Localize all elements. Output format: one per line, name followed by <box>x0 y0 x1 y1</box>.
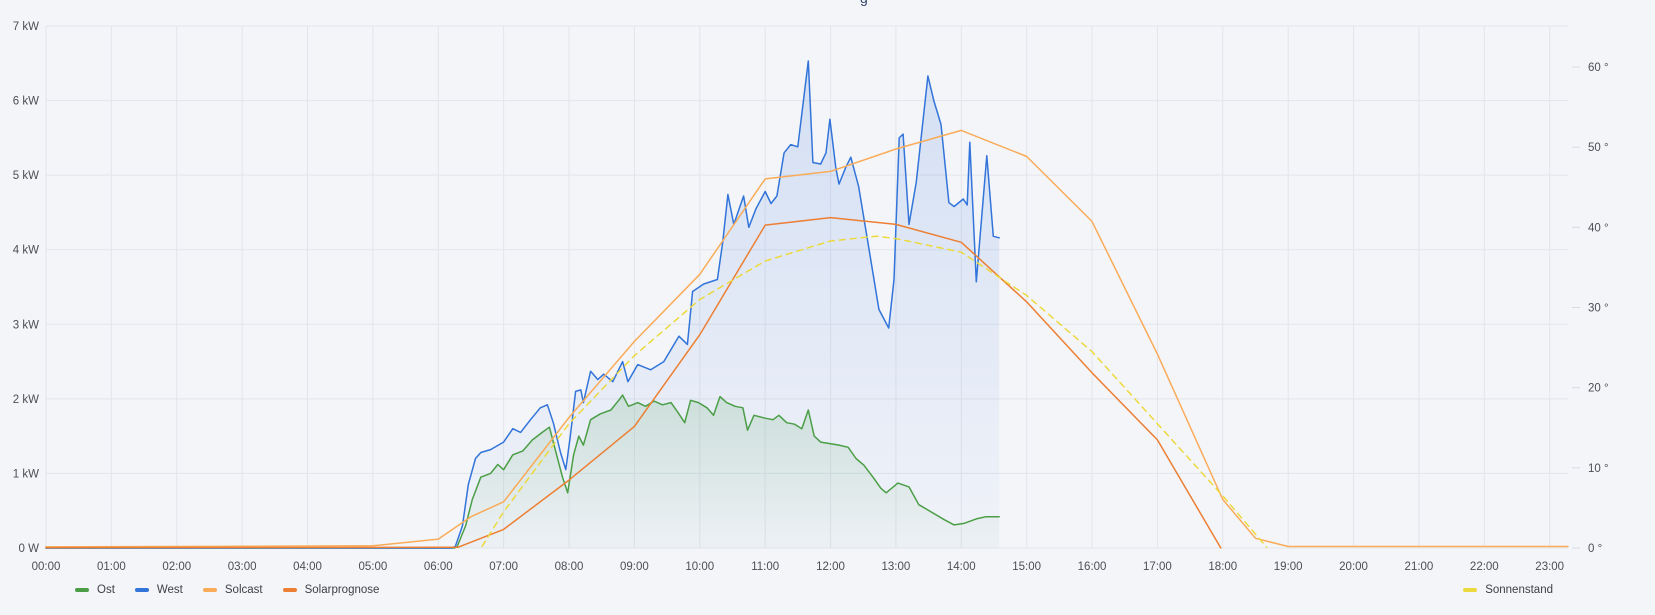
x-tick-label: 13:00 <box>882 561 911 573</box>
y-right-tick-label: 40 ° <box>1588 222 1609 234</box>
x-tick-label: 11:00 <box>751 561 779 573</box>
x-tick-label: 07:00 <box>489 561 518 573</box>
legend-label: Solcast <box>224 584 263 596</box>
legend-swatch-solcast <box>202 588 217 592</box>
legend-label: Ost <box>97 584 115 596</box>
y-left-tick-label: 4 kW <box>13 245 39 257</box>
legend-item-solcast[interactable]: Solcast <box>202 583 263 597</box>
y-right-tick-label: 0 ° <box>1588 543 1602 555</box>
legend-swatch-ost <box>75 588 89 592</box>
legend-item-west[interactable]: West <box>134 583 183 597</box>
y-right-tick-label: 60 ° <box>1588 62 1609 74</box>
x-tick-label: 12:00 <box>816 561 845 573</box>
panel-title-clipped: g <box>800 0 940 7</box>
x-tick-label: 03:00 <box>228 561 257 573</box>
legend-group-left: Ost West Solcast Solarprognose <box>75 583 399 597</box>
y-right-tick-label: 10 ° <box>1588 463 1609 475</box>
x-tick-label: 10:00 <box>685 561 714 573</box>
x-tick-label: 20:00 <box>1339 561 1368 573</box>
x-tick-label: 15:00 <box>1012 561 1041 573</box>
legend-label: Sonnenstand <box>1485 584 1553 596</box>
x-tick-label: 06:00 <box>424 561 453 573</box>
x-tick-label: 17:00 <box>1143 561 1172 573</box>
x-tick-label: 00:00 <box>32 561 61 573</box>
chart-legend: Ost West Solcast Solarprognose Sonnenstand <box>0 578 1655 602</box>
legend-item-ost[interactable]: Ost <box>75 583 115 597</box>
legend-swatch-west <box>134 588 149 592</box>
legend-label: Solarprognose <box>304 584 380 596</box>
x-tick-label: 16:00 <box>1078 561 1107 573</box>
legend-item-solarprognose[interactable]: Solarprognose <box>282 583 380 597</box>
x-tick-label: 09:00 <box>620 561 649 573</box>
y-left-tick-label: 1 kW <box>13 468 39 480</box>
x-tick-label: 23:00 <box>1535 561 1564 573</box>
x-tick-label: 02:00 <box>162 561 191 573</box>
y-right-tick-label: 50 ° <box>1588 142 1609 154</box>
series-line-ost <box>45 394 1000 549</box>
x-tick-label: 01:00 <box>97 561 126 573</box>
legend-group-right: Sonnenstand <box>1463 583 1553 597</box>
x-tick-label: 22:00 <box>1470 561 1499 573</box>
y-left-tick-label: 2 kW <box>13 394 39 406</box>
x-tick-label: 05:00 <box>358 561 387 573</box>
series-line-solarprognose <box>45 216 1222 549</box>
legend-swatch-sonnenstand <box>1463 588 1478 592</box>
legend-label: West <box>156 584 183 596</box>
series-line-west <box>45 60 1000 549</box>
y-left-tick-label: 7 kW <box>13 21 39 33</box>
y-left-tick-label: 3 kW <box>13 319 39 331</box>
y-left-tick-label: 6 kW <box>13 96 39 108</box>
y-left-tick-label: 0 W <box>19 543 40 555</box>
y-right-tick-label: 20 ° <box>1588 383 1609 395</box>
legend-swatch-solarprognose <box>282 588 297 592</box>
x-tick-label: 21:00 <box>1405 561 1434 573</box>
x-tick-label: 18:00 <box>1208 561 1237 573</box>
panel-title-fragment: g <box>860 0 868 6</box>
legend-item-sonnenstand[interactable]: Sonnenstand <box>1463 583 1553 597</box>
x-tick-label: 04:00 <box>293 561 322 573</box>
series-area-west <box>46 61 1000 548</box>
series-line-sonnenstand <box>481 235 1268 548</box>
y-right-tick-label: 30 ° <box>1588 303 1609 315</box>
series-line-solcast <box>45 129 1569 548</box>
x-tick-label: 08:00 <box>555 561 584 573</box>
y-left-tick-label: 5 kW <box>13 170 39 182</box>
x-tick-label: 14:00 <box>947 561 976 573</box>
x-tick-label: 19:00 <box>1274 561 1303 573</box>
